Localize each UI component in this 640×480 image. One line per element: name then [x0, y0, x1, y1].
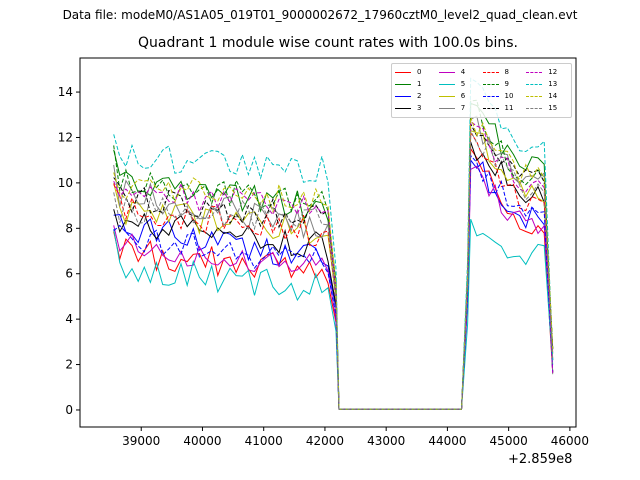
- y-tick-label: 6: [65, 267, 73, 281]
- legend-entry: 6: [438, 91, 481, 103]
- series-line-9: [113, 99, 554, 410]
- legend-label: 1: [417, 79, 422, 88]
- legend-label: 10: [504, 92, 514, 101]
- legend-label: 12: [548, 67, 558, 76]
- x-tick-label: 42000: [306, 434, 344, 448]
- legend-entry: 8: [482, 66, 525, 78]
- x-tick-label: 43000: [367, 434, 405, 448]
- legend-label: 6: [460, 92, 466, 101]
- legend-entry: 0: [395, 66, 437, 78]
- x-tick-label: 44000: [428, 434, 466, 448]
- series-line-15: [113, 130, 554, 410]
- x-tick-label: 39000: [122, 434, 160, 448]
- legend: 0 1 2 3 4 5 6 7 8 9 10 11 12 13 14 15: [391, 63, 572, 118]
- legend-swatch: [526, 71, 543, 73]
- legend-swatch: [482, 83, 499, 85]
- legend-label: 8: [504, 67, 509, 76]
- y-tick-label: 10: [58, 176, 73, 190]
- series-line-4: [113, 165, 554, 410]
- legend-entry: 10: [482, 91, 525, 103]
- legend-entry: 9: [482, 78, 525, 90]
- legend-swatch: [395, 96, 411, 98]
- series-line-12: [113, 120, 554, 410]
- y-tick-label: 12: [58, 130, 73, 144]
- legend-label: 11: [504, 104, 514, 113]
- chart-title: Quadrant 1 module wise count rates with …: [138, 35, 518, 51]
- legend-label: 14: [548, 92, 558, 101]
- legend-entry: 2: [395, 91, 437, 103]
- x-tick-label: 46000: [551, 434, 589, 448]
- legend-swatch: [482, 108, 499, 110]
- legend-label: 0: [417, 67, 422, 76]
- y-tick-label: 8: [65, 221, 73, 235]
- legend-entry: 15: [526, 103, 568, 115]
- legend-label: 2: [417, 92, 422, 101]
- legend-swatch: [438, 71, 455, 73]
- legend-swatch: [438, 83, 455, 85]
- x-tick-label: 45000: [490, 434, 528, 448]
- legend-label: 7: [460, 104, 466, 113]
- legend-label: 5: [460, 79, 466, 88]
- plot-frame: [79, 57, 577, 428]
- legend-entry: 3: [395, 103, 437, 115]
- legend-entry: 11: [482, 103, 525, 115]
- legend-entry: 4: [438, 66, 481, 78]
- legend-swatch: [395, 83, 411, 85]
- y-tick-label: 2: [65, 358, 73, 372]
- series-lines: [113, 77, 554, 410]
- legend-swatch: [526, 96, 543, 98]
- legend-swatch: [438, 108, 455, 110]
- x-tick-label: 41000: [245, 434, 283, 448]
- legend-swatch: [395, 108, 411, 110]
- y-tick-label: 4: [65, 312, 73, 326]
- legend-label: 13: [548, 79, 558, 88]
- legend-label: 3: [417, 104, 422, 113]
- legend-swatch: [482, 71, 499, 73]
- legend-entry: 7: [438, 103, 481, 115]
- y-tick-label: 0: [65, 403, 73, 417]
- series-line-2: [113, 158, 554, 410]
- series-line-13: [113, 77, 554, 410]
- x-tick-label: 40000: [183, 434, 221, 448]
- y-axis: 0 2 4 6 8 10 12 14: [58, 85, 80, 417]
- legend-swatch: [438, 96, 455, 98]
- series-line-14: [113, 116, 554, 410]
- legend-label: 4: [460, 67, 466, 76]
- legend-label: 15: [548, 104, 558, 113]
- suptitle: Data file: modeM0/AS1A05_019T01_90000026…: [62, 8, 578, 22]
- series-line-5: [113, 219, 554, 410]
- legend-entry: 13: [526, 78, 568, 90]
- legend-swatch: [526, 108, 543, 110]
- legend-swatch: [395, 71, 411, 73]
- legend-swatch: [482, 96, 499, 98]
- legend-entry: 14: [526, 91, 568, 103]
- legend-entry: 12: [526, 66, 568, 78]
- legend-entry: 5: [438, 78, 481, 90]
- y-tick-label: 14: [58, 85, 73, 99]
- legend-swatch: [526, 83, 543, 85]
- legend-label: 9: [504, 79, 509, 88]
- x-offset-label: +2.859e8: [508, 452, 573, 467]
- legend-entry: 1: [395, 78, 437, 90]
- x-axis: 39000 40000 41000 42000 43000 44000 45000 46000: [122, 427, 589, 448]
- series-line-10: [113, 154, 554, 410]
